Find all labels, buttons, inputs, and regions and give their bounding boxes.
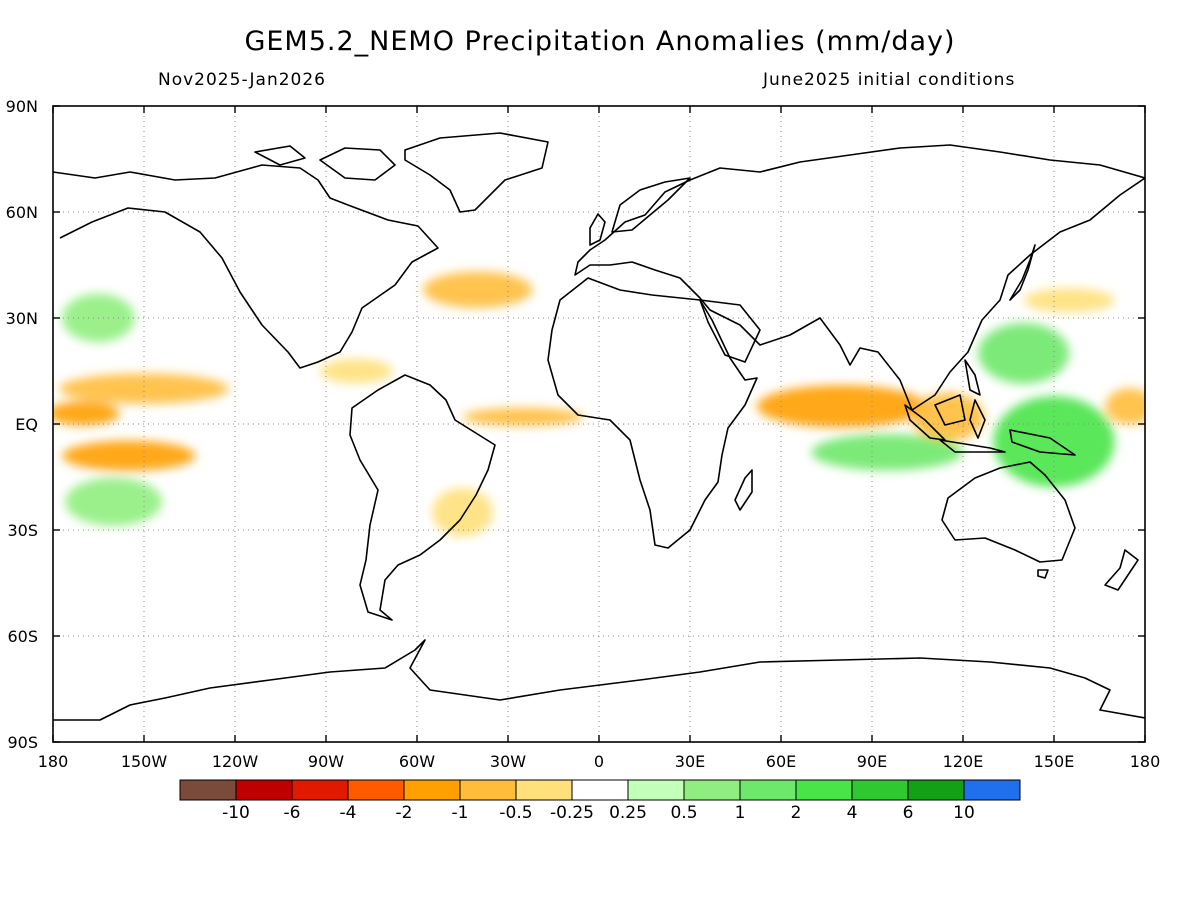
anomaly-region	[978, 323, 1070, 384]
colorbar-label: 10	[953, 803, 975, 823]
anomaly-region	[319, 358, 393, 384]
colorbar-swatch	[963, 779, 1021, 801]
coast-arabia	[699, 299, 761, 363]
anomaly-region	[1105, 388, 1145, 425]
colorbar-label: 6	[903, 803, 914, 823]
colorbar-swatch	[179, 779, 237, 801]
coast-madagascar	[734, 469, 753, 511]
colorbar-swatch	[683, 779, 741, 801]
colorbar-label: -2	[396, 803, 413, 823]
anomaly-region	[756, 385, 927, 428]
colorbar-swatch	[459, 779, 517, 801]
anomaly-blobs	[53, 271, 1145, 537]
lon-label-60w: 60W	[399, 752, 435, 771]
lat-label-30n: 30N	[6, 309, 38, 328]
lon-label-90w: 90W	[308, 752, 344, 771]
latitude-labels: 90N 60N 30N EQ 30S 60S 90S	[6, 97, 38, 752]
lon-label-150w: 150W	[121, 752, 168, 771]
initial-conditions: June2025 initial conditions	[763, 70, 1016, 90]
lon-label-0: 0	[594, 752, 604, 771]
colorbar-label: 2	[791, 803, 802, 823]
coast-eurasia	[574, 144, 1145, 411]
colorbar-label: -0.25	[550, 803, 594, 823]
coast-greenland	[404, 132, 549, 213]
colorbar-label: -1	[452, 803, 469, 823]
anomaly-region	[432, 488, 493, 537]
coast-tasmania	[1037, 569, 1049, 579]
anomaly-region	[462, 407, 584, 427]
coast-arctic-islands	[254, 145, 396, 181]
colorbar-swatch	[291, 779, 349, 801]
lon-label-180e: 180	[1130, 752, 1161, 771]
coast-antarctica	[53, 639, 1145, 721]
lon-label-180w: 180	[38, 752, 69, 771]
lon-label-30e: 30E	[675, 752, 705, 771]
colorbar-boxes	[179, 779, 1021, 801]
lon-label-60e: 60E	[766, 752, 796, 771]
colorbar-labels: -10 -6 -4 -2 -1 -0.5 -0.25 0.25 0.5 1 2 …	[222, 803, 975, 823]
lon-label-90e: 90E	[857, 752, 887, 771]
coast-indonesia	[904, 394, 1076, 456]
colorbar-swatch	[795, 779, 853, 801]
colorbar-swatch	[627, 779, 685, 801]
anomaly-region	[1023, 288, 1115, 313]
colorbar-label: 4	[847, 803, 858, 823]
forecast-period: Nov2025-Jan2026	[158, 70, 326, 90]
longitude-labels: 180 150W 120W 90W 60W 30W 0 30E 60E 90E …	[38, 752, 1161, 771]
lon-label-120e: 120E	[943, 752, 984, 771]
coast-philippines	[964, 359, 981, 396]
colorbar-swatch	[515, 779, 573, 801]
colorbar-swatch	[347, 779, 405, 801]
map-title: GEM5.2_NEMO Precipitation Anomalies (mm/…	[244, 26, 956, 57]
coast-uk	[589, 213, 606, 246]
colorbar-swatch	[739, 779, 797, 801]
colorbar-label: 0.5	[670, 803, 697, 823]
coast-new-zealand	[1104, 549, 1139, 591]
coast-south-america	[349, 374, 496, 621]
coast-australia	[941, 461, 1076, 563]
lat-label-90n: 90N	[6, 97, 38, 116]
colorbar-label: -6	[284, 803, 301, 823]
anomaly-region	[811, 434, 964, 471]
colorbar-label: 0.25	[609, 803, 647, 823]
colorbar-swatch	[571, 779, 629, 801]
anomaly-region	[911, 392, 985, 442]
lon-label-120w: 120W	[212, 752, 259, 771]
lat-label-60n: 60N	[6, 203, 38, 222]
lat-label-30s: 30S	[7, 521, 38, 540]
colorbar-label: 1	[735, 803, 746, 823]
colorbar-swatch	[235, 779, 293, 801]
coast-scandinavia	[611, 177, 691, 233]
grid-lines	[53, 106, 1145, 742]
coast-japan	[1009, 244, 1036, 301]
colorbar-swatch	[907, 779, 965, 801]
colorbar-label: -0.5	[499, 803, 532, 823]
anomaly-region	[53, 401, 120, 426]
colorbar-swatch	[851, 779, 909, 801]
anomaly-region	[59, 373, 229, 404]
colorbar-label: -4	[340, 803, 357, 823]
lat-label-60s: 60S	[7, 627, 38, 646]
coastlines	[53, 132, 1145, 721]
colorbar: -10 -6 -4 -2 -1 -0.5 -0.25 0.25 0.5 1 2 …	[179, 779, 1021, 823]
lat-label-eq: EQ	[15, 415, 38, 434]
anomaly-region	[65, 477, 163, 526]
anomaly-layer	[53, 271, 1145, 537]
anomaly-region	[62, 440, 196, 471]
colorbar-swatch	[403, 779, 461, 801]
anomaly-region	[423, 271, 533, 308]
coast-north-america	[53, 164, 439, 369]
lon-label-150e: 150E	[1034, 752, 1075, 771]
lon-label-30w: 30W	[490, 752, 526, 771]
tick-marks	[52, 105, 1146, 743]
lat-label-90s: 90S	[7, 733, 38, 752]
colorbar-label: -10	[222, 803, 250, 823]
